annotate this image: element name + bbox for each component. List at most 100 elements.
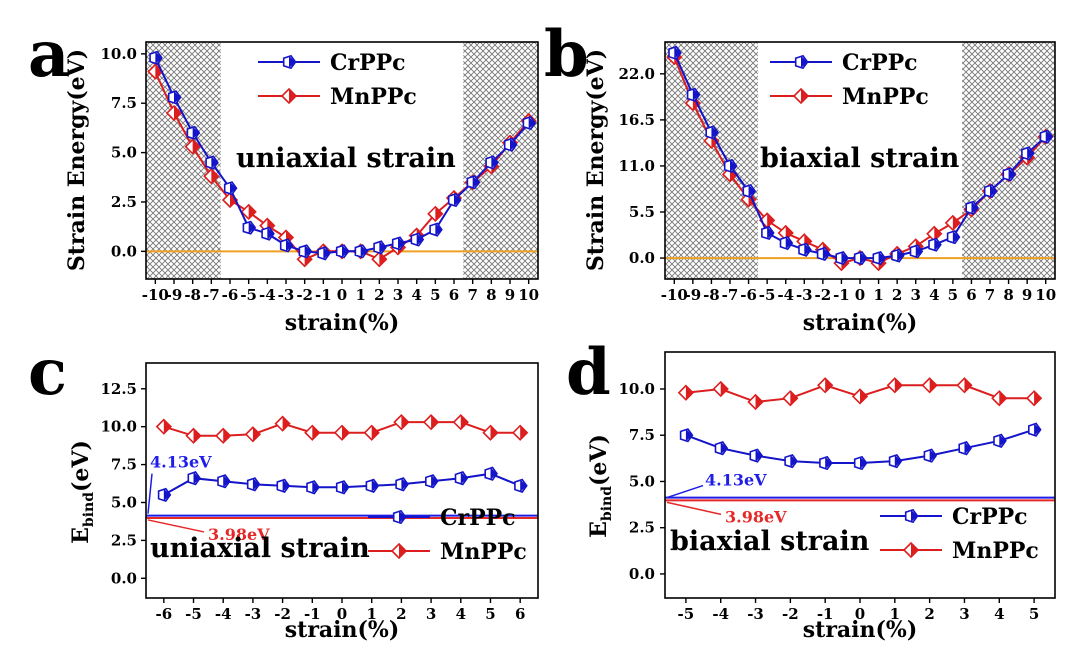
data-point-mnppc [244,426,262,443]
legend-label-crppc: CrPPc [440,505,516,531]
legend-label-mnppc: MnPPc [952,538,1039,564]
data-point-mnppc [184,138,201,155]
x-tick-label: 0 [855,605,865,623]
data-point-crppc [484,466,498,481]
legend-label-mnppc: MnPPc [842,84,929,110]
x-tick-label: -10 [142,286,169,304]
data-point-mnppc [921,377,938,394]
x-tick-label: 1 [873,286,883,304]
panel-letter: b [544,17,589,92]
x-tick-label: -6 [222,286,239,304]
y-axis-label: Strain Energy(eV) [583,49,609,271]
x-tick-label: 8 [486,286,496,304]
data-point-mnppc [422,413,440,431]
data-point-crppc [335,480,350,495]
data-point-mnppc [215,427,232,444]
data-point-mnppc [817,377,834,394]
y-tick-label: 16.5 [618,111,655,129]
panel-c: -6 -5 -4 -3 -2 -1 0 1 2 3 4 5 6 0.0 2.5 5.0 7.5 10.0 12.5 s… [28,335,539,643]
panel-b: -10-9 -8 -7 -6 -5 -4 -3 -2 -1 0 1 2 3 4 5 6 7 8 9 100.05.51… [544,17,1056,336]
data-point-mnppc [427,205,444,222]
x-axis-label: strain(%) [285,310,399,336]
data-point-crppc [798,242,812,257]
data-point-crppc [395,477,409,492]
data-point-mnppc [155,418,172,435]
x-tick-label: 7 [467,286,477,304]
panel-title: biaxial strain [670,526,870,557]
data-point-mnppc [274,415,291,432]
x-tick-label: 3 [426,605,436,623]
data-point-crppc [993,433,1007,448]
legend-label-mnppc: MnPPc [440,539,527,565]
data-point-crppc [714,441,729,456]
data-point-crppc [365,478,380,493]
y-tick-label: 0.0 [111,242,137,260]
annotation-arrow-mn [147,519,205,533]
data-point-crppc [928,237,942,252]
data-point-crppc [853,250,868,266]
data-point-crppc [779,235,794,251]
data-point-mnppc [304,424,321,441]
data-point-crppc [335,244,350,259]
legend: CrPPc MnPPc [368,505,527,565]
legend: CrPPc MnPPc [770,50,929,110]
y-tick-label: 5.5 [629,203,655,221]
data-point-crppc [761,225,775,241]
data-point-crppc [816,246,831,262]
x-tick-label: 4 [456,605,466,623]
data-point-mnppc [851,388,869,405]
data-point-crppc [965,200,979,215]
data-point-mnppc [991,390,1008,407]
data-point-crppc [424,474,439,489]
data-point-crppc [466,175,481,190]
data-point-crppc [429,222,443,237]
data-point-crppc [983,183,998,199]
x-tick-label: -4 [777,286,794,304]
x-tick-label: 2 [374,286,384,304]
data-point-crppc [485,155,499,170]
data-point-mnppc [782,390,799,407]
annotation-label-cr: 4.13eV [150,453,212,472]
data-point-mnppc [363,424,380,441]
data-point-crppc [157,487,172,503]
data-point-crppc [835,250,849,266]
x-tick-label: -5 [759,286,776,304]
data-point-crppc [447,192,462,208]
x-tick-label: 5 [1029,605,1039,623]
x-tick-label: -7 [722,286,739,304]
data-point-crppc [454,471,469,486]
data-point-mnppc [747,393,764,411]
data-point-mnppc [926,225,943,242]
x-tick-label: -3 [278,286,295,304]
x-tick-label: -9 [685,286,702,304]
y-tick-label: 2.5 [111,531,137,549]
data-point-crppc [410,232,425,247]
x-tick-label: -1 [315,286,332,304]
y-tick-label: 11.0 [618,157,655,175]
data-point-crppc [1021,146,1035,161]
x-axis-label: strain(%) [803,617,917,643]
data-point-crppc [853,455,868,471]
x-tick-label: -6 [740,286,757,304]
data-point-crppc [503,137,518,152]
data-point-crppc [819,455,833,471]
legend-marker-mnppc [390,542,408,560]
x-tick-label: 10 [1035,286,1056,304]
data-point-crppc [891,248,905,263]
x-tick-label: 6 [966,286,976,304]
data-point-mnppc [482,424,499,441]
data-point-crppc [749,448,763,463]
annotation-arrow-cr [147,473,153,514]
data-point-crppc [223,181,238,196]
y-tick-label: 2.5 [111,193,137,211]
panel-title: uniaxial strain [236,143,456,174]
x-tick-label: -1 [833,286,850,304]
x-tick-label: 4 [929,286,939,304]
x-tick-label: 1 [890,605,900,623]
x-tick-label: -8 [184,286,201,304]
data-point-mnppc [944,214,961,232]
legend-label-crppc: CrPPc [842,50,918,76]
data-point-crppc [391,236,406,251]
data-point-mnppc [452,413,469,431]
x-tick-label: 5 [485,605,495,623]
